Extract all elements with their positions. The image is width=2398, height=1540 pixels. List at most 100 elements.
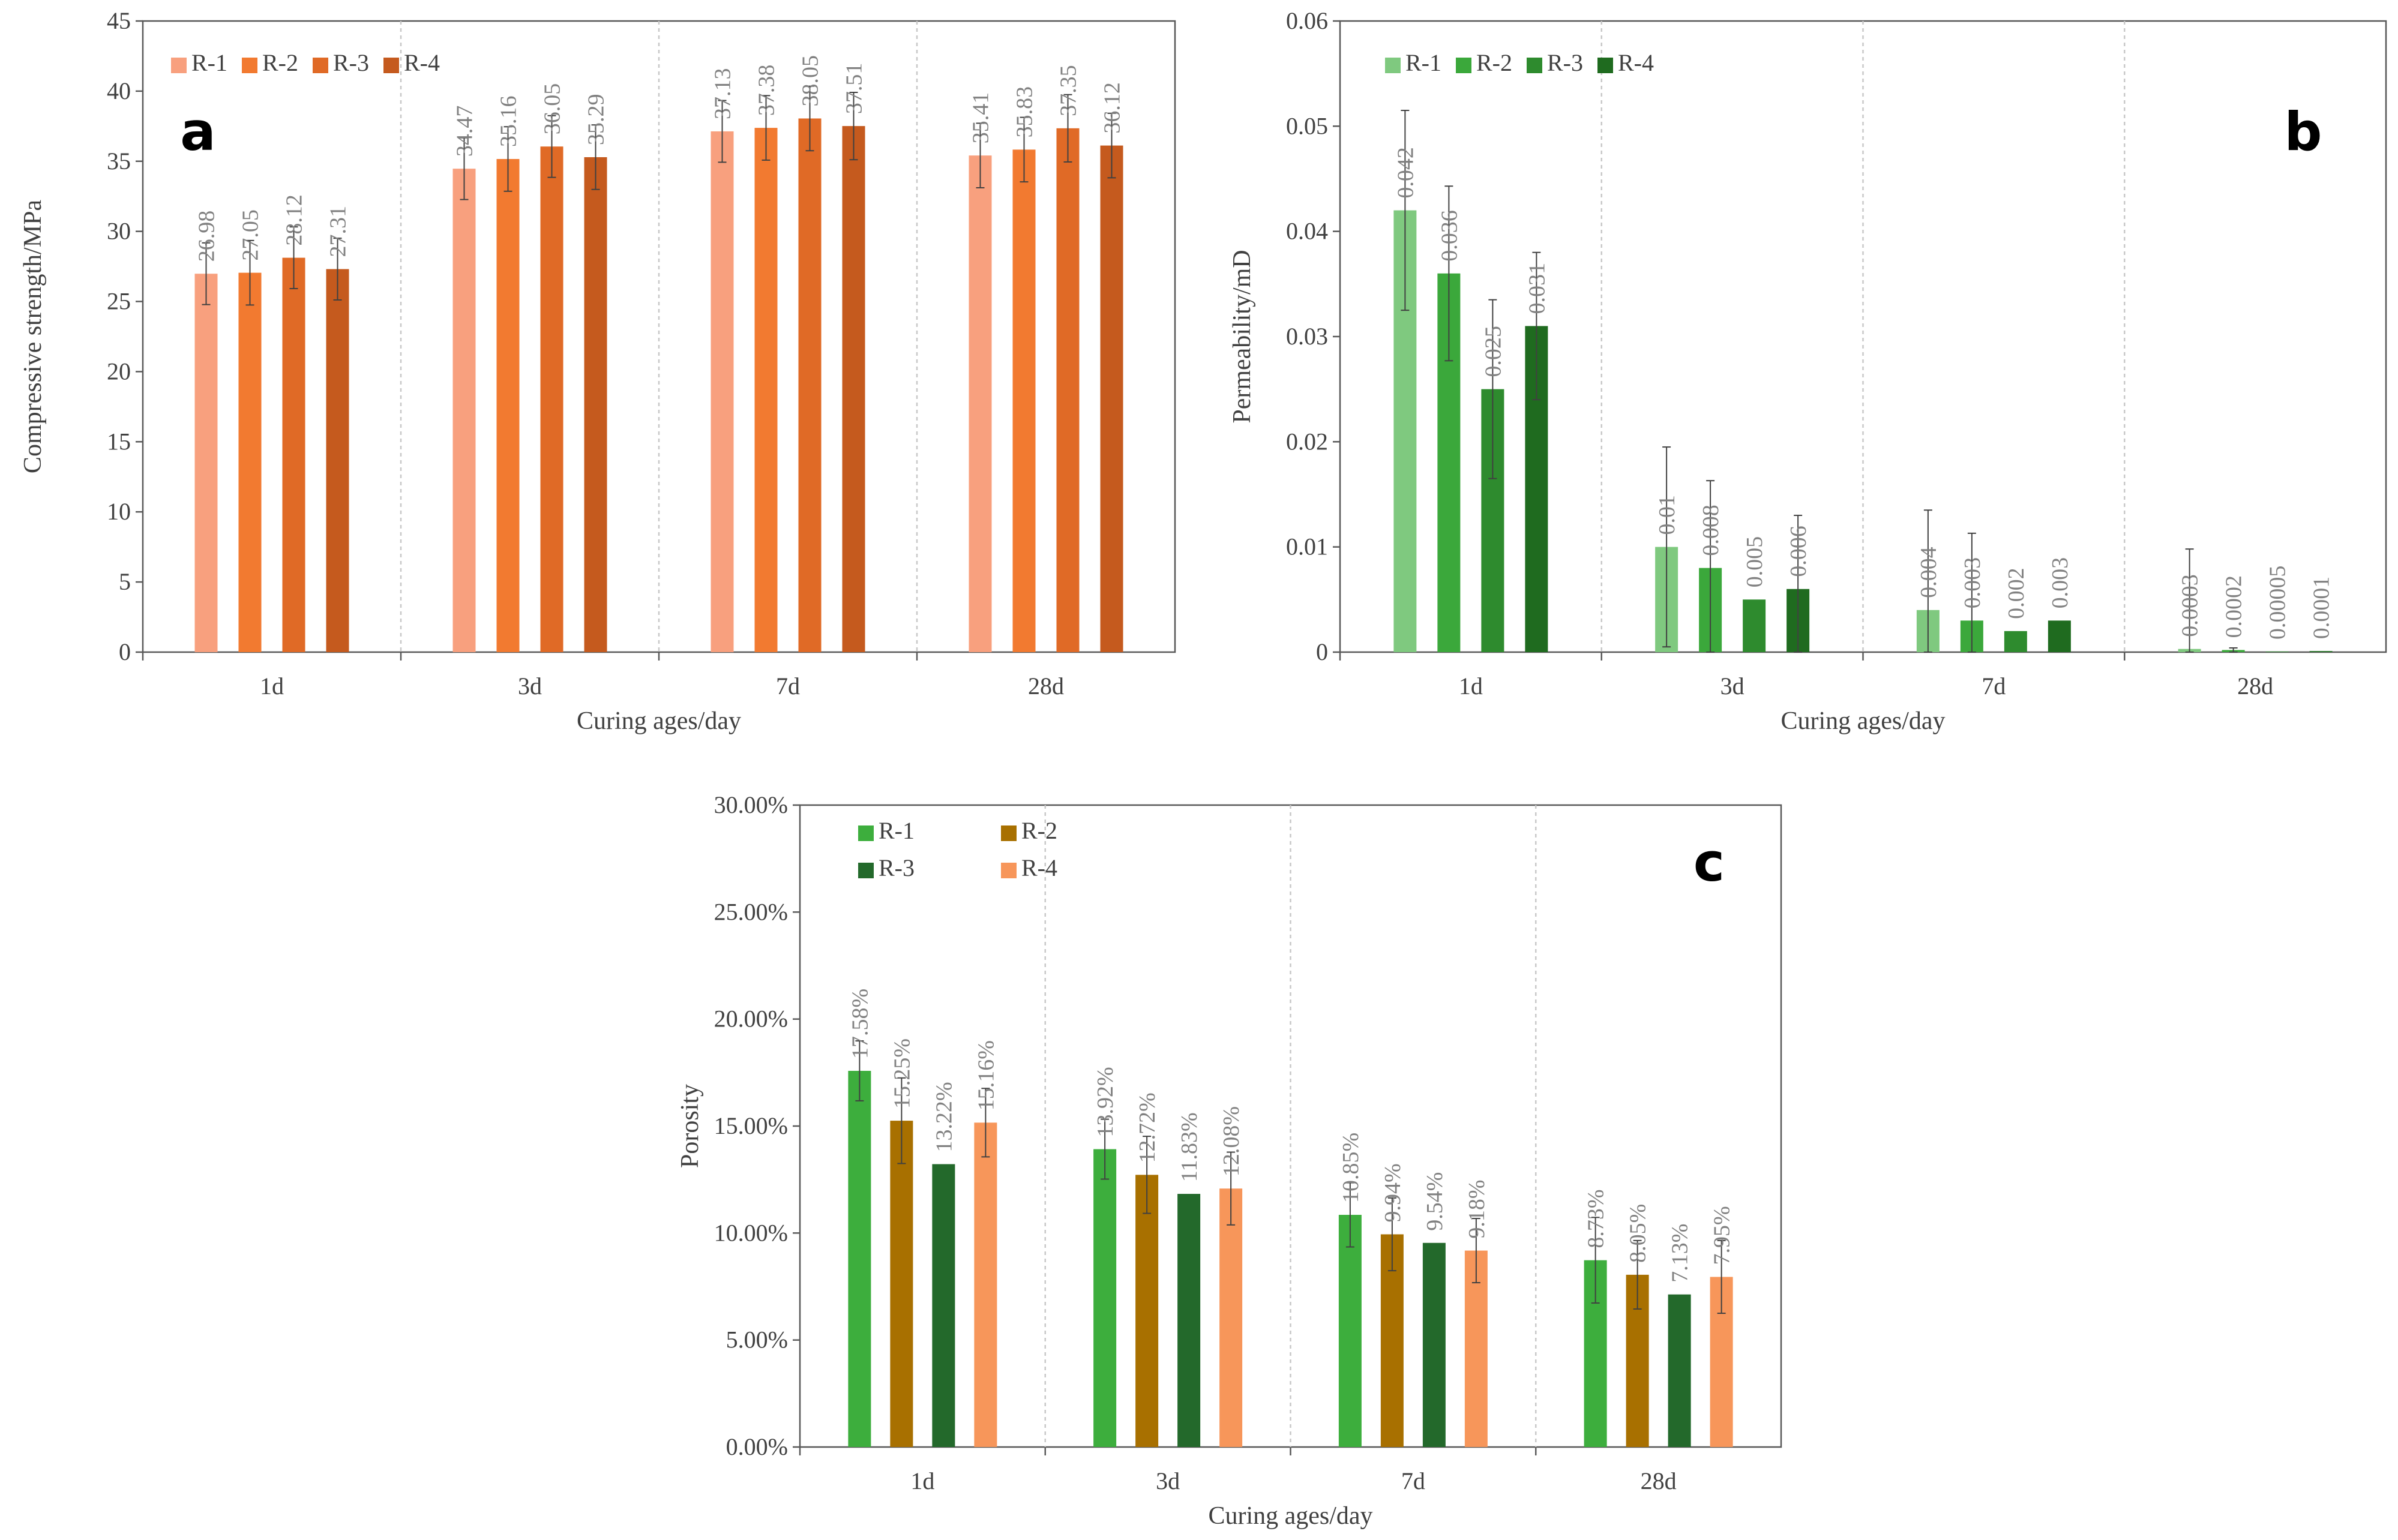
legend-label-r-4: R-4	[404, 49, 440, 76]
bar-r-2-1d	[890, 1121, 913, 1447]
data-label: 13.92%	[1093, 1067, 1118, 1137]
legend-swatch-r-4	[1001, 863, 1017, 878]
x-tick-label: 3d	[518, 673, 542, 700]
data-label: 0.008	[1698, 505, 1723, 556]
bar-r-4-1d	[326, 269, 349, 653]
bar-r-2-1d	[238, 272, 262, 652]
y-tick-label: 45	[107, 7, 131, 34]
bar-r-3-1d	[282, 257, 305, 652]
data-label: 0.003	[2048, 557, 2073, 609]
y-tick-label: 5	[119, 568, 131, 595]
x-tick-label: 7d	[776, 673, 800, 700]
x-tick-label: 7d	[1982, 673, 2006, 700]
y-tick-label: 0.01	[1286, 533, 1328, 560]
data-label: 13.22%	[931, 1082, 957, 1152]
bar-r-1-7d	[711, 131, 734, 653]
y-tick-label: 0.05	[1286, 112, 1328, 139]
legend-swatch-r-4	[383, 58, 399, 73]
bar-r-3-7d	[798, 118, 822, 652]
bar-r-3-28d	[1056, 128, 1080, 653]
bar-r-1-3d	[1093, 1149, 1117, 1447]
data-label: 7.13%	[1668, 1224, 1693, 1283]
x-tick-label: 1d	[1459, 673, 1483, 700]
bar-r-3-1d	[932, 1164, 955, 1447]
data-label: 15.16%	[973, 1040, 999, 1110]
data-label: 9.54%	[1422, 1172, 1447, 1231]
data-label: 35.29	[584, 94, 609, 145]
data-label: 26.98	[194, 211, 220, 262]
data-label: 0.004	[1916, 547, 1941, 598]
bar-r-4-28d	[2309, 651, 2333, 652]
y-tick-label: 15.00%	[714, 1112, 788, 1139]
data-label: 34.47	[452, 106, 478, 157]
legend-swatch-r-1	[171, 58, 187, 73]
x-axis-title: Curing ages/day	[1208, 1502, 1372, 1530]
x-tick-label: 7d	[1401, 1467, 1425, 1494]
data-label: 0.031	[1524, 263, 1549, 314]
bar-r-4-3d	[584, 157, 607, 652]
legend-label-r-1: R-1	[191, 49, 227, 76]
data-label: 12.72%	[1135, 1092, 1160, 1163]
data-label: 0.00005	[2265, 566, 2291, 640]
bar-r-1-3d	[452, 169, 476, 653]
data-label: 0.025	[1480, 326, 1506, 377]
data-label: 28.12	[282, 194, 307, 246]
x-tick-label: 28d	[2237, 673, 2273, 700]
x-tick-label: 28d	[1641, 1467, 1677, 1494]
data-label: 10.85%	[1338, 1133, 1363, 1203]
data-label: 11.83%	[1177, 1112, 1202, 1182]
bar-r-4-7d	[842, 126, 865, 652]
y-tick-label: 5.00%	[726, 1326, 788, 1353]
panel-c-porosity: 0.00% 5.00% 10.00% 15.00% 20.00% 25.00% 30.00%…	[676, 791, 1782, 1530]
y-tick-label: 10.00%	[714, 1219, 788, 1246]
legend-label-r-3: R-3	[333, 49, 369, 76]
panel-b-permeability: 0 0.01 0.02 0.03 0.04 0.05 0.06 1d 3d 7d 28d 0.042 0…	[1228, 7, 2387, 735]
bar-r-4-28d	[1100, 145, 1123, 652]
x-axis-title: Curing ages/day	[1780, 707, 1945, 735]
legend-swatch-r-3	[1527, 58, 1542, 73]
y-tick-label: 15	[107, 428, 131, 455]
data-label: 36.12	[1100, 82, 1125, 134]
legend-swatch-r-1	[858, 825, 874, 841]
legend-swatch-r-2	[242, 58, 257, 73]
data-label: 36.05	[540, 83, 565, 135]
data-label: 0.01	[1654, 495, 1680, 535]
x-tick-label: 1d	[260, 673, 284, 700]
data-label: 12.08%	[1219, 1106, 1244, 1176]
bar-r-2-3d	[496, 159, 520, 652]
legend-swatch-r-4	[1597, 58, 1613, 73]
data-label: 35.83	[1012, 86, 1038, 138]
data-label: 37.51	[842, 63, 867, 115]
bar-r-4-7d	[2048, 620, 2071, 652]
data-label: 37.13	[711, 68, 736, 119]
data-label: 37.35	[1056, 65, 1081, 116]
bar-r-2-7d	[754, 128, 778, 652]
legend-label-r-1: R-1	[879, 817, 915, 844]
data-label: 0.0003	[2178, 574, 2203, 637]
bar-r-4-7d	[1464, 1250, 1488, 1447]
y-axis-title: Porosity	[676, 1084, 704, 1168]
bar-r-3-3d	[540, 146, 563, 653]
y-tick-label: 20.00%	[714, 1005, 788, 1032]
data-label: 0.0002	[2222, 575, 2247, 638]
legend-swatch-r-3	[858, 863, 874, 878]
y-tick-label: 0.00%	[726, 1433, 788, 1460]
bar-r-3-7d	[1422, 1242, 1446, 1447]
y-tick-label: 30.00%	[714, 791, 788, 818]
y-tick-label: 0.03	[1286, 323, 1328, 350]
bar-r-1-28d	[969, 155, 992, 653]
y-axis-title: Compressive strength/MPa	[19, 200, 47, 473]
legend-swatch-r-2	[1456, 58, 1471, 73]
data-label: 38.05	[798, 55, 823, 107]
bar-r-1-1d	[194, 274, 218, 652]
y-tick-label: 35	[107, 148, 131, 175]
y-tick-label: 10	[107, 498, 131, 525]
x-tick-label: 1d	[910, 1467, 934, 1494]
data-label: 27.31	[326, 206, 351, 257]
bar-r-3-3d	[1743, 599, 1766, 652]
x-tick-label: 3d	[1720, 673, 1744, 700]
panel-letter: c	[1693, 831, 1725, 893]
legend-label-r-2: R-2	[262, 49, 298, 76]
bar-r-3-7d	[2004, 631, 2027, 652]
